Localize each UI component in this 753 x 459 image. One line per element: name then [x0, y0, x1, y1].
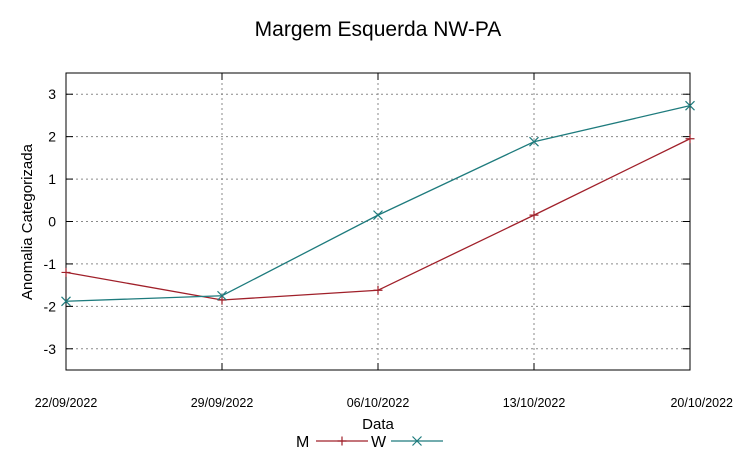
- legend-marker: [412, 436, 422, 446]
- x-tick-label: 22/09/2022: [35, 396, 98, 410]
- grid: [65, 73, 691, 370]
- legend-marker: [337, 436, 347, 446]
- y-tick-label: 0: [48, 214, 56, 230]
- x-tick-label: 13/10/2022: [503, 396, 566, 410]
- data-point: [373, 285, 383, 295]
- series-w: [61, 100, 695, 307]
- data-point: [685, 134, 695, 144]
- y-axis-ticks: -3 -2 -1 0 1 2 3: [44, 86, 690, 357]
- data-point: [685, 100, 695, 111]
- x-tick-label: 29/09/2022: [191, 396, 254, 410]
- data-point: [373, 210, 383, 221]
- y-tick-label: 3: [48, 86, 56, 102]
- x-tick-label: 20/10/2022: [670, 396, 733, 410]
- legend-label: M: [296, 434, 309, 451]
- legend-label: W: [371, 434, 387, 451]
- data-point: [61, 267, 71, 277]
- chart-title: Margem Esquerda NW-PA: [255, 18, 502, 41]
- series-m: [61, 134, 695, 305]
- data-point: [217, 295, 227, 305]
- series-layer: [61, 100, 695, 307]
- data-point: [529, 136, 539, 147]
- data-point: [217, 290, 227, 301]
- y-tick-label: 2: [48, 129, 56, 145]
- y-tick-label: -3: [44, 341, 57, 357]
- y-tick-label: -2: [44, 298, 57, 314]
- y-axis-label: Anomalia Categorizada: [19, 143, 36, 300]
- x-axis-ticks: 22/09/2022 29/09/2022 06/10/2022 13/10/2022…: [35, 73, 733, 410]
- x-axis-label: Data: [362, 416, 394, 433]
- y-tick-label: -1: [44, 256, 57, 272]
- data-point: [529, 210, 539, 220]
- x-tick-label: 06/10/2022: [347, 396, 410, 410]
- y-tick-label: 1: [48, 171, 56, 187]
- data-point: [61, 296, 71, 307]
